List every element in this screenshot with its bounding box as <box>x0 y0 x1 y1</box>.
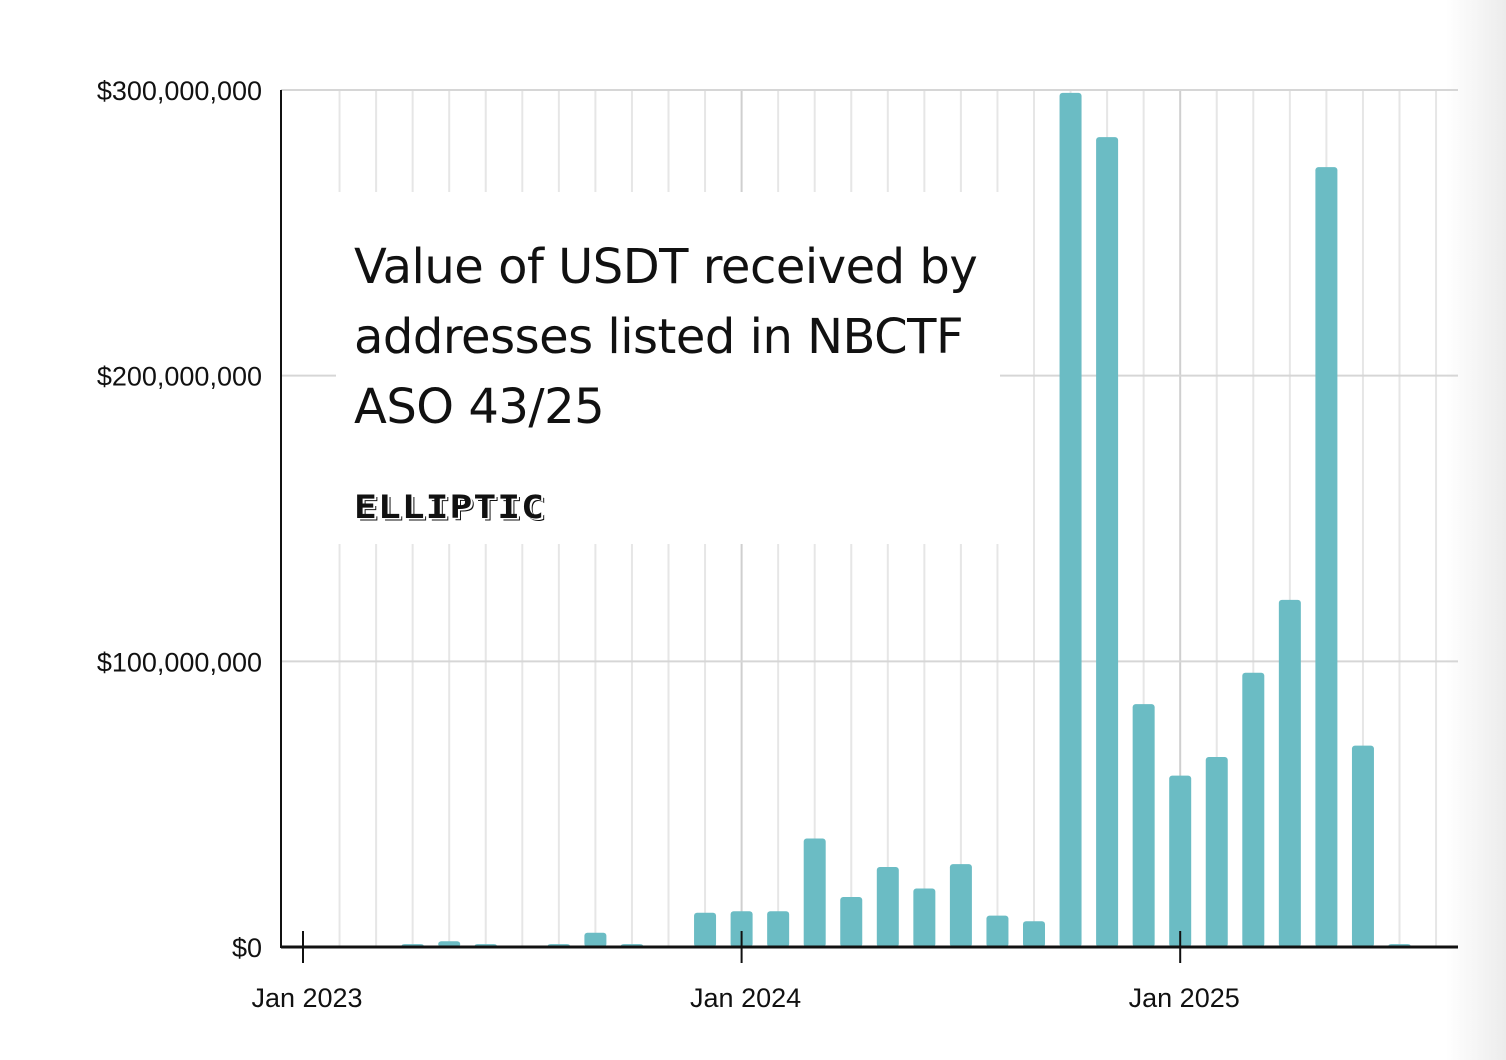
bar-2024-05 <box>876 867 899 947</box>
bar-2024-04 <box>840 897 863 947</box>
bar-2025-05 <box>1315 167 1338 947</box>
bar-2024-03 <box>803 838 826 947</box>
chart-title: Value of USDT received by addresses list… <box>354 239 978 435</box>
y-tick-label: $100,000,000 <box>97 647 262 677</box>
bar-2025-06 <box>1351 745 1374 947</box>
elliptic-logo: ELLIPTIC <box>354 488 546 526</box>
bar-2024-12 <box>1132 704 1155 947</box>
bar-2024-10 <box>1059 92 1082 947</box>
bar-2024-11 <box>1096 137 1119 947</box>
title-panel <box>336 192 1000 544</box>
y-tick-label: $0 <box>232 933 262 963</box>
y-tick-label: $200,000,000 <box>97 362 262 392</box>
bar-2025-01 <box>1169 775 1192 947</box>
bar-2024-01 <box>730 911 753 947</box>
bar-2024-08 <box>986 915 1009 947</box>
bar-2023-09 <box>584 932 607 947</box>
x-tick-label: Jan 2023 <box>251 983 362 1013</box>
x-tick-label: Jan 2025 <box>1129 983 1240 1013</box>
bar-2025-03 <box>1242 672 1265 947</box>
bar-2024-09 <box>1023 921 1045 947</box>
y-tick-label: $300,000,000 <box>97 76 262 106</box>
bar-2024-06 <box>913 888 936 947</box>
background-shade <box>1446 0 1506 1060</box>
bar-2025-04 <box>1278 599 1301 947</box>
bar-2023-12 <box>694 912 717 947</box>
bar-2024-02 <box>767 911 790 947</box>
bar-2024-07 <box>949 864 972 947</box>
bar-2025-02 <box>1205 757 1228 947</box>
x-tick-label: Jan 2024 <box>690 983 801 1013</box>
